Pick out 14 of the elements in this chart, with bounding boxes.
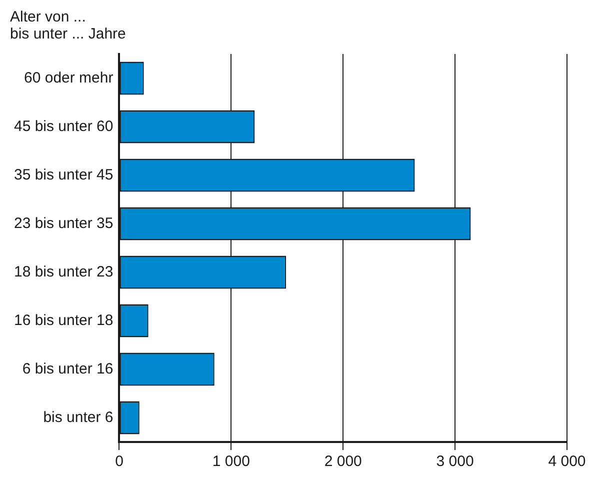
- y-tick-label: 60 oder mehr: [24, 69, 114, 86]
- y-tick-label: 18 bis unter 23: [14, 263, 114, 280]
- x-tick-label: 3 000: [436, 453, 474, 470]
- x-tick-label: 0: [115, 453, 124, 470]
- y-tick-label: 16 bis unter 18: [14, 312, 114, 329]
- x-tick-label: 1 000: [212, 453, 250, 470]
- x-tick-label: 2 000: [324, 453, 362, 470]
- y-tick-label: 35 bis unter 45: [14, 166, 114, 184]
- y-tick-label: 23 bis unter 35: [14, 214, 114, 232]
- y-tick-label: 6 bis unter 16: [22, 360, 114, 378]
- y-tick-label: 45 bis unter 60: [14, 118, 114, 135]
- y-axis-title: Alter von ... bis unter ... Jahre: [10, 8, 126, 43]
- y-tick-label: bis unter 6: [43, 408, 114, 426]
- x-tick-label: 4 000: [548, 453, 586, 470]
